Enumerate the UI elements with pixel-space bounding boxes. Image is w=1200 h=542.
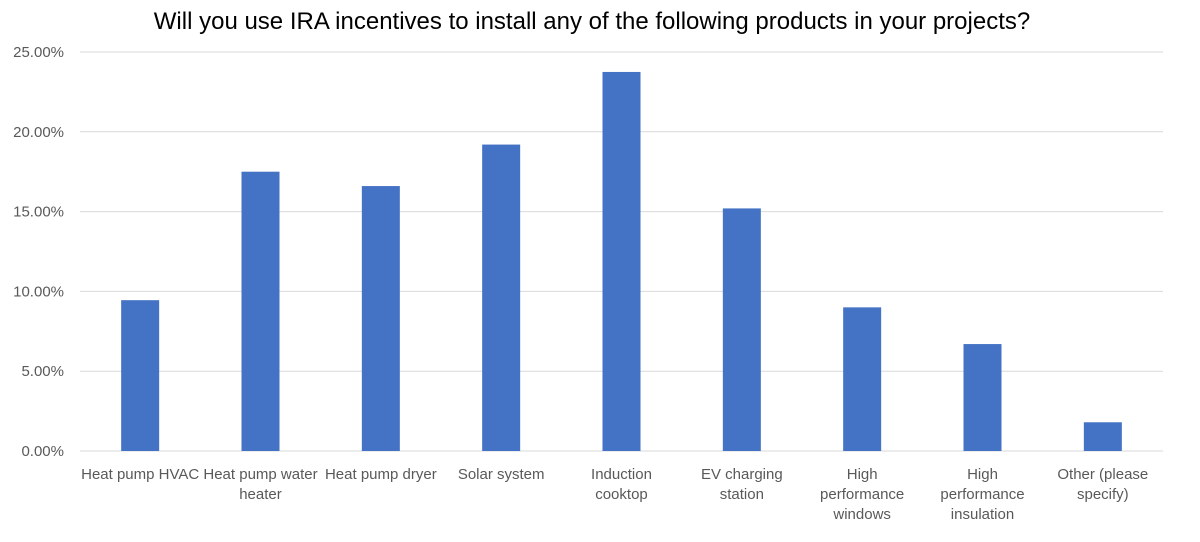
y-tick-label: 0.00% <box>21 443 64 460</box>
y-axis-tick-labels: 0.00% 5.00% 10.00% 15.00% 20.00% 25.00% <box>13 44 64 460</box>
chart-title: Will you use IRA incentives to install a… <box>154 8 1030 35</box>
bar <box>843 307 882 451</box>
x-category-label: Other (please specify) <box>1057 466 1148 503</box>
bar <box>121 300 160 451</box>
x-category-label: High performance windows <box>820 466 904 523</box>
y-tick-label: 10.00% <box>13 283 64 300</box>
bar <box>241 171 280 451</box>
bar <box>722 208 761 451</box>
y-tick-label: 25.00% <box>13 44 64 61</box>
x-category-label: EV charging station <box>701 466 783 503</box>
x-axis-category-labels: Heat pump HVAC Heat pump water heater Heat … <box>81 466 1148 523</box>
y-tick-label: 15.00% <box>13 204 64 221</box>
x-category-label: High performance insulation <box>940 466 1024 523</box>
x-category-label: Heat pump water heater <box>203 466 317 503</box>
bar <box>963 344 1002 451</box>
bar-series <box>121 71 1122 451</box>
x-category-label: Heat pump HVAC <box>81 466 199 483</box>
x-category-label: Heat pump dryer <box>325 466 437 483</box>
y-tick-label: 20.00% <box>13 124 64 141</box>
bar <box>482 144 521 451</box>
bar <box>1083 422 1122 451</box>
x-category-label: Induction cooktop <box>591 466 652 503</box>
y-tick-label: 5.00% <box>21 363 64 380</box>
x-category-label: Solar system <box>458 466 545 483</box>
bar <box>361 186 400 451</box>
bar <box>602 71 641 451</box>
